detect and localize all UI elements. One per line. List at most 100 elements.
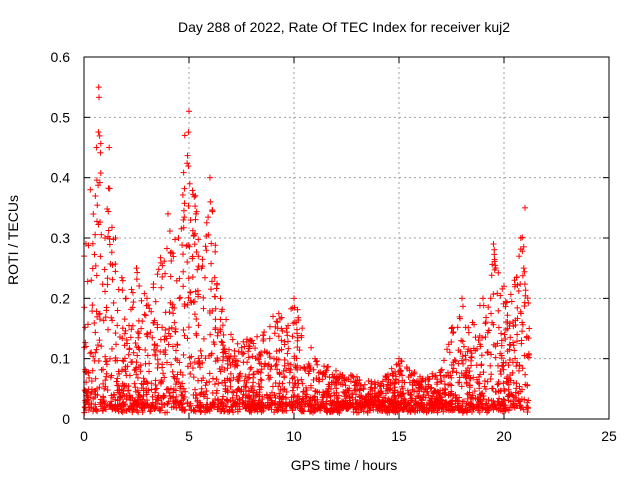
data-point [106,402,113,409]
data-point [245,342,252,349]
data-point [206,370,213,377]
data-point [526,325,533,332]
data-point [519,321,526,328]
data-point [498,337,505,344]
data-point [203,388,210,395]
data-point [524,295,531,302]
y-tick-label: 0.3 [51,230,71,246]
data-point [93,406,100,413]
data-point [525,300,532,307]
data-point [407,372,414,379]
data-point [349,372,356,379]
data-point [128,286,135,293]
data-point [351,387,358,394]
data-point [96,94,103,101]
data-point [516,362,523,369]
data-point [240,338,247,345]
data-point [114,375,121,382]
data-point [228,331,234,338]
y-tick-label: 0.1 [51,351,71,367]
data-point [308,402,315,409]
data-point [214,406,221,413]
data-point [498,330,505,337]
data-point [153,385,160,392]
data-point [370,398,377,405]
data-point [289,407,296,414]
data-point [425,383,432,390]
data-point [189,274,196,281]
data-point [97,149,104,156]
data-point [274,319,281,326]
data-point [341,377,348,384]
data-point [208,352,215,359]
data-point [273,318,280,325]
data-point [102,383,109,390]
data-point [93,346,100,353]
data-point [248,409,255,416]
data-point [212,316,219,323]
data-point [255,399,262,406]
data-point [92,375,99,382]
data-point [95,221,102,228]
data-point [130,349,137,356]
data-point [102,235,108,241]
data-point [495,380,502,387]
data-point [211,341,218,348]
data-point [283,329,290,336]
data-point [137,362,144,369]
data-point [137,368,144,375]
data-point [374,407,381,414]
data-point [468,362,475,369]
data-point [506,341,513,348]
data-point [488,310,495,317]
data-point [357,402,364,409]
data-point [177,385,184,392]
data-point [202,391,209,398]
data-point [408,404,415,411]
data-point [384,386,391,393]
data-point [124,387,131,394]
data-point [312,388,319,395]
data-point [227,377,234,384]
axis-ticks [83,56,610,420]
data-point [162,333,169,340]
data-point [237,370,244,377]
data-point [97,140,104,147]
data-point [469,319,476,326]
data-point [112,235,119,241]
data-point [143,397,150,404]
data-point [303,391,310,398]
data-point [231,353,238,360]
data-point [268,406,275,413]
data-point [445,372,452,379]
data-point [90,211,97,218]
data-point [197,364,204,371]
data-point [376,397,383,404]
data-point [313,358,320,365]
data-point [154,321,161,328]
data-point [336,374,343,381]
y-axis-label: ROTI / TECUs [5,195,21,285]
data-point [485,405,492,412]
data-point [254,333,261,340]
data-point [314,396,321,403]
data-point [112,268,119,275]
data-point [436,405,443,412]
data-point [191,311,198,318]
data-point [396,371,403,378]
data-point [367,407,374,414]
data-point [507,291,514,298]
data-point [148,404,155,411]
data-point [518,340,525,347]
data-point [517,388,524,395]
x-tick-label: 0 [80,428,88,444]
data-point [181,214,188,221]
data-point [312,400,319,407]
data-point [172,381,179,388]
data-point [496,395,503,402]
data-point [248,405,255,412]
data-point [432,373,439,380]
data-point [98,231,105,238]
data-point [244,375,251,382]
data-point [432,388,439,395]
